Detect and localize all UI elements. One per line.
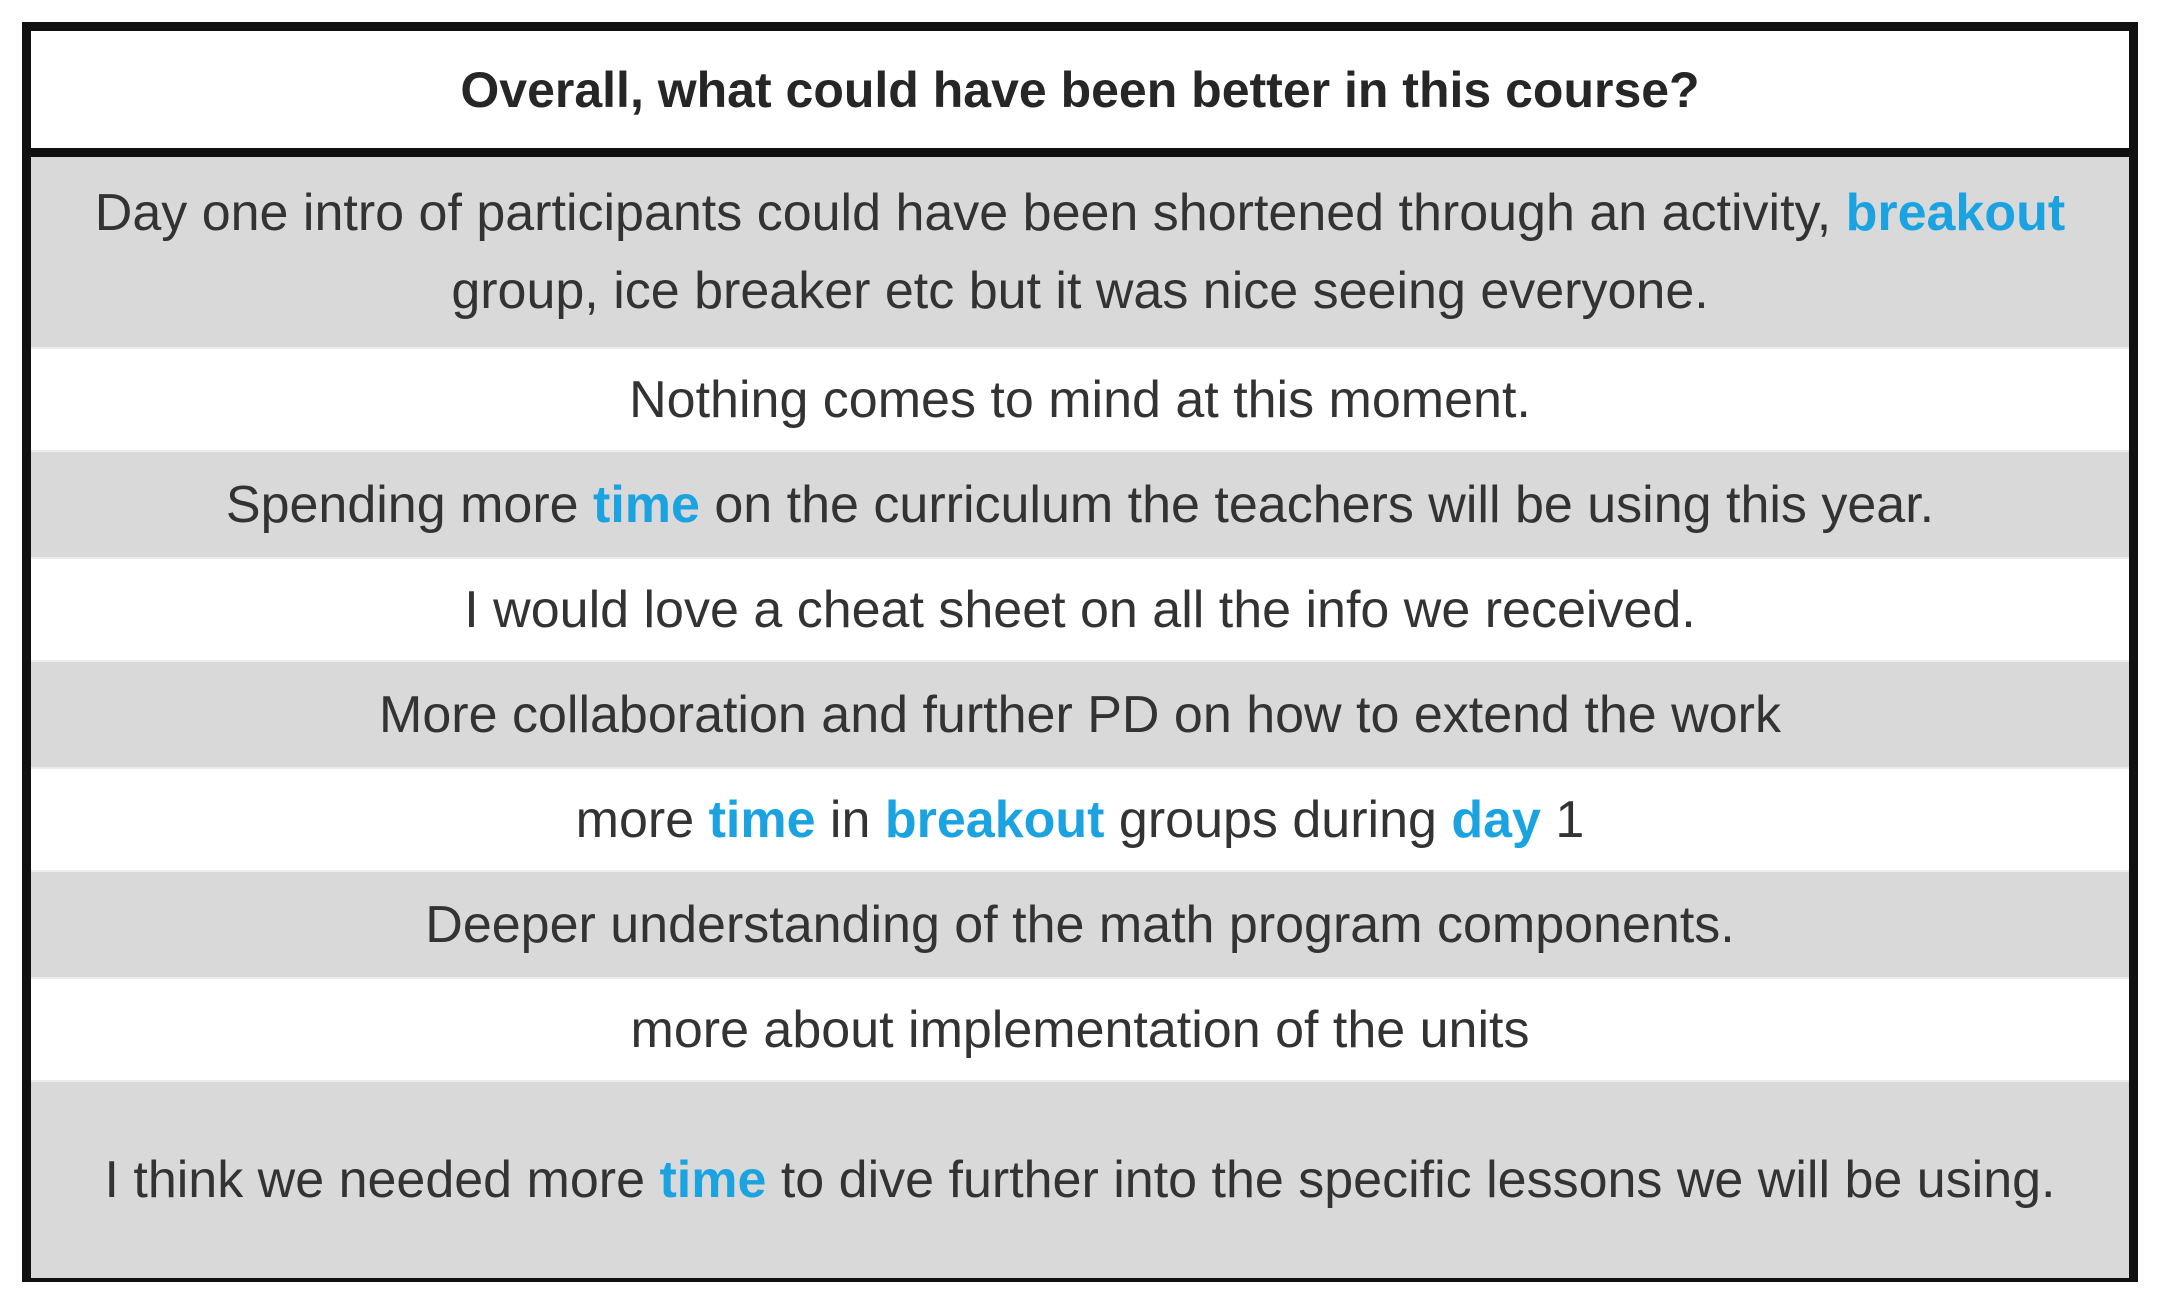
table-body: Day one intro of participants could have… bbox=[31, 157, 2129, 1278]
highlighted-keyword: day bbox=[1451, 790, 1541, 849]
table-row: Day one intro of participants could have… bbox=[31, 157, 2129, 347]
row-text: Spending more time on the curriculum the… bbox=[226, 466, 1934, 544]
table-row: more time in breakout groups during day … bbox=[31, 767, 2129, 870]
highlighted-keyword: breakout bbox=[1845, 184, 2066, 242]
table-header: Overall, what could have been better in … bbox=[31, 31, 2129, 157]
text-segment: more about implementation of the units bbox=[630, 1000, 1530, 1059]
text-segment: Deeper understanding of the math program… bbox=[425, 895, 1735, 954]
text-segment: I think we needed more bbox=[104, 1151, 660, 1209]
table-row: Nothing comes to mind at this moment. bbox=[31, 347, 2129, 450]
text-segment: to dive further into the specific lesson… bbox=[766, 1151, 2056, 1209]
highlighted-keyword: time bbox=[593, 475, 700, 534]
row-text: Nothing comes to mind at this moment. bbox=[629, 361, 1531, 439]
table-row: More collaboration and further PD on how… bbox=[31, 660, 2129, 767]
text-segment: in bbox=[815, 790, 885, 849]
feedback-table: Overall, what could have been better in … bbox=[22, 22, 2138, 1282]
text-segment: Spending more bbox=[225, 475, 594, 534]
text-segment: on the curriculum the teachers will be u… bbox=[699, 475, 1935, 534]
text-segment: group, ice breaker etc but it was nice s… bbox=[451, 262, 1709, 320]
table-row: Deeper understanding of the math program… bbox=[31, 870, 2129, 977]
text-segment: 1 bbox=[1540, 790, 1585, 849]
table-row: I think we needed more time to dive furt… bbox=[31, 1080, 2129, 1278]
row-text: More collaboration and further PD on how… bbox=[379, 676, 1781, 754]
text-segment: Day one intro of participants could have… bbox=[94, 184, 1846, 242]
row-text: I would love a cheat sheet on all the in… bbox=[464, 571, 1695, 649]
table-row: Spending more time on the curriculum the… bbox=[31, 450, 2129, 557]
text-segment: more bbox=[575, 790, 709, 849]
text-segment: Nothing comes to mind at this moment. bbox=[629, 370, 1531, 429]
highlighted-keyword: breakout bbox=[884, 790, 1105, 849]
text-segment: More collaboration and further PD on how… bbox=[379, 685, 1781, 744]
text-segment: I would love a cheat sheet on all the in… bbox=[464, 580, 1696, 639]
text-segment: groups during bbox=[1104, 790, 1452, 849]
highlighted-keyword: time bbox=[659, 1151, 767, 1209]
table-row: I would love a cheat sheet on all the in… bbox=[31, 557, 2129, 660]
table-row: more about implementation of the units bbox=[31, 977, 2129, 1080]
row-text: more about implementation of the units bbox=[631, 991, 1530, 1069]
row-text: Deeper understanding of the math program… bbox=[425, 886, 1734, 964]
highlighted-keyword: time bbox=[708, 790, 816, 849]
row-text: Day one intro of participants could have… bbox=[45, 174, 2115, 330]
row-text: more time in breakout groups during day … bbox=[576, 781, 1585, 859]
row-text: I think we needed more time to dive furt… bbox=[104, 1141, 2055, 1219]
